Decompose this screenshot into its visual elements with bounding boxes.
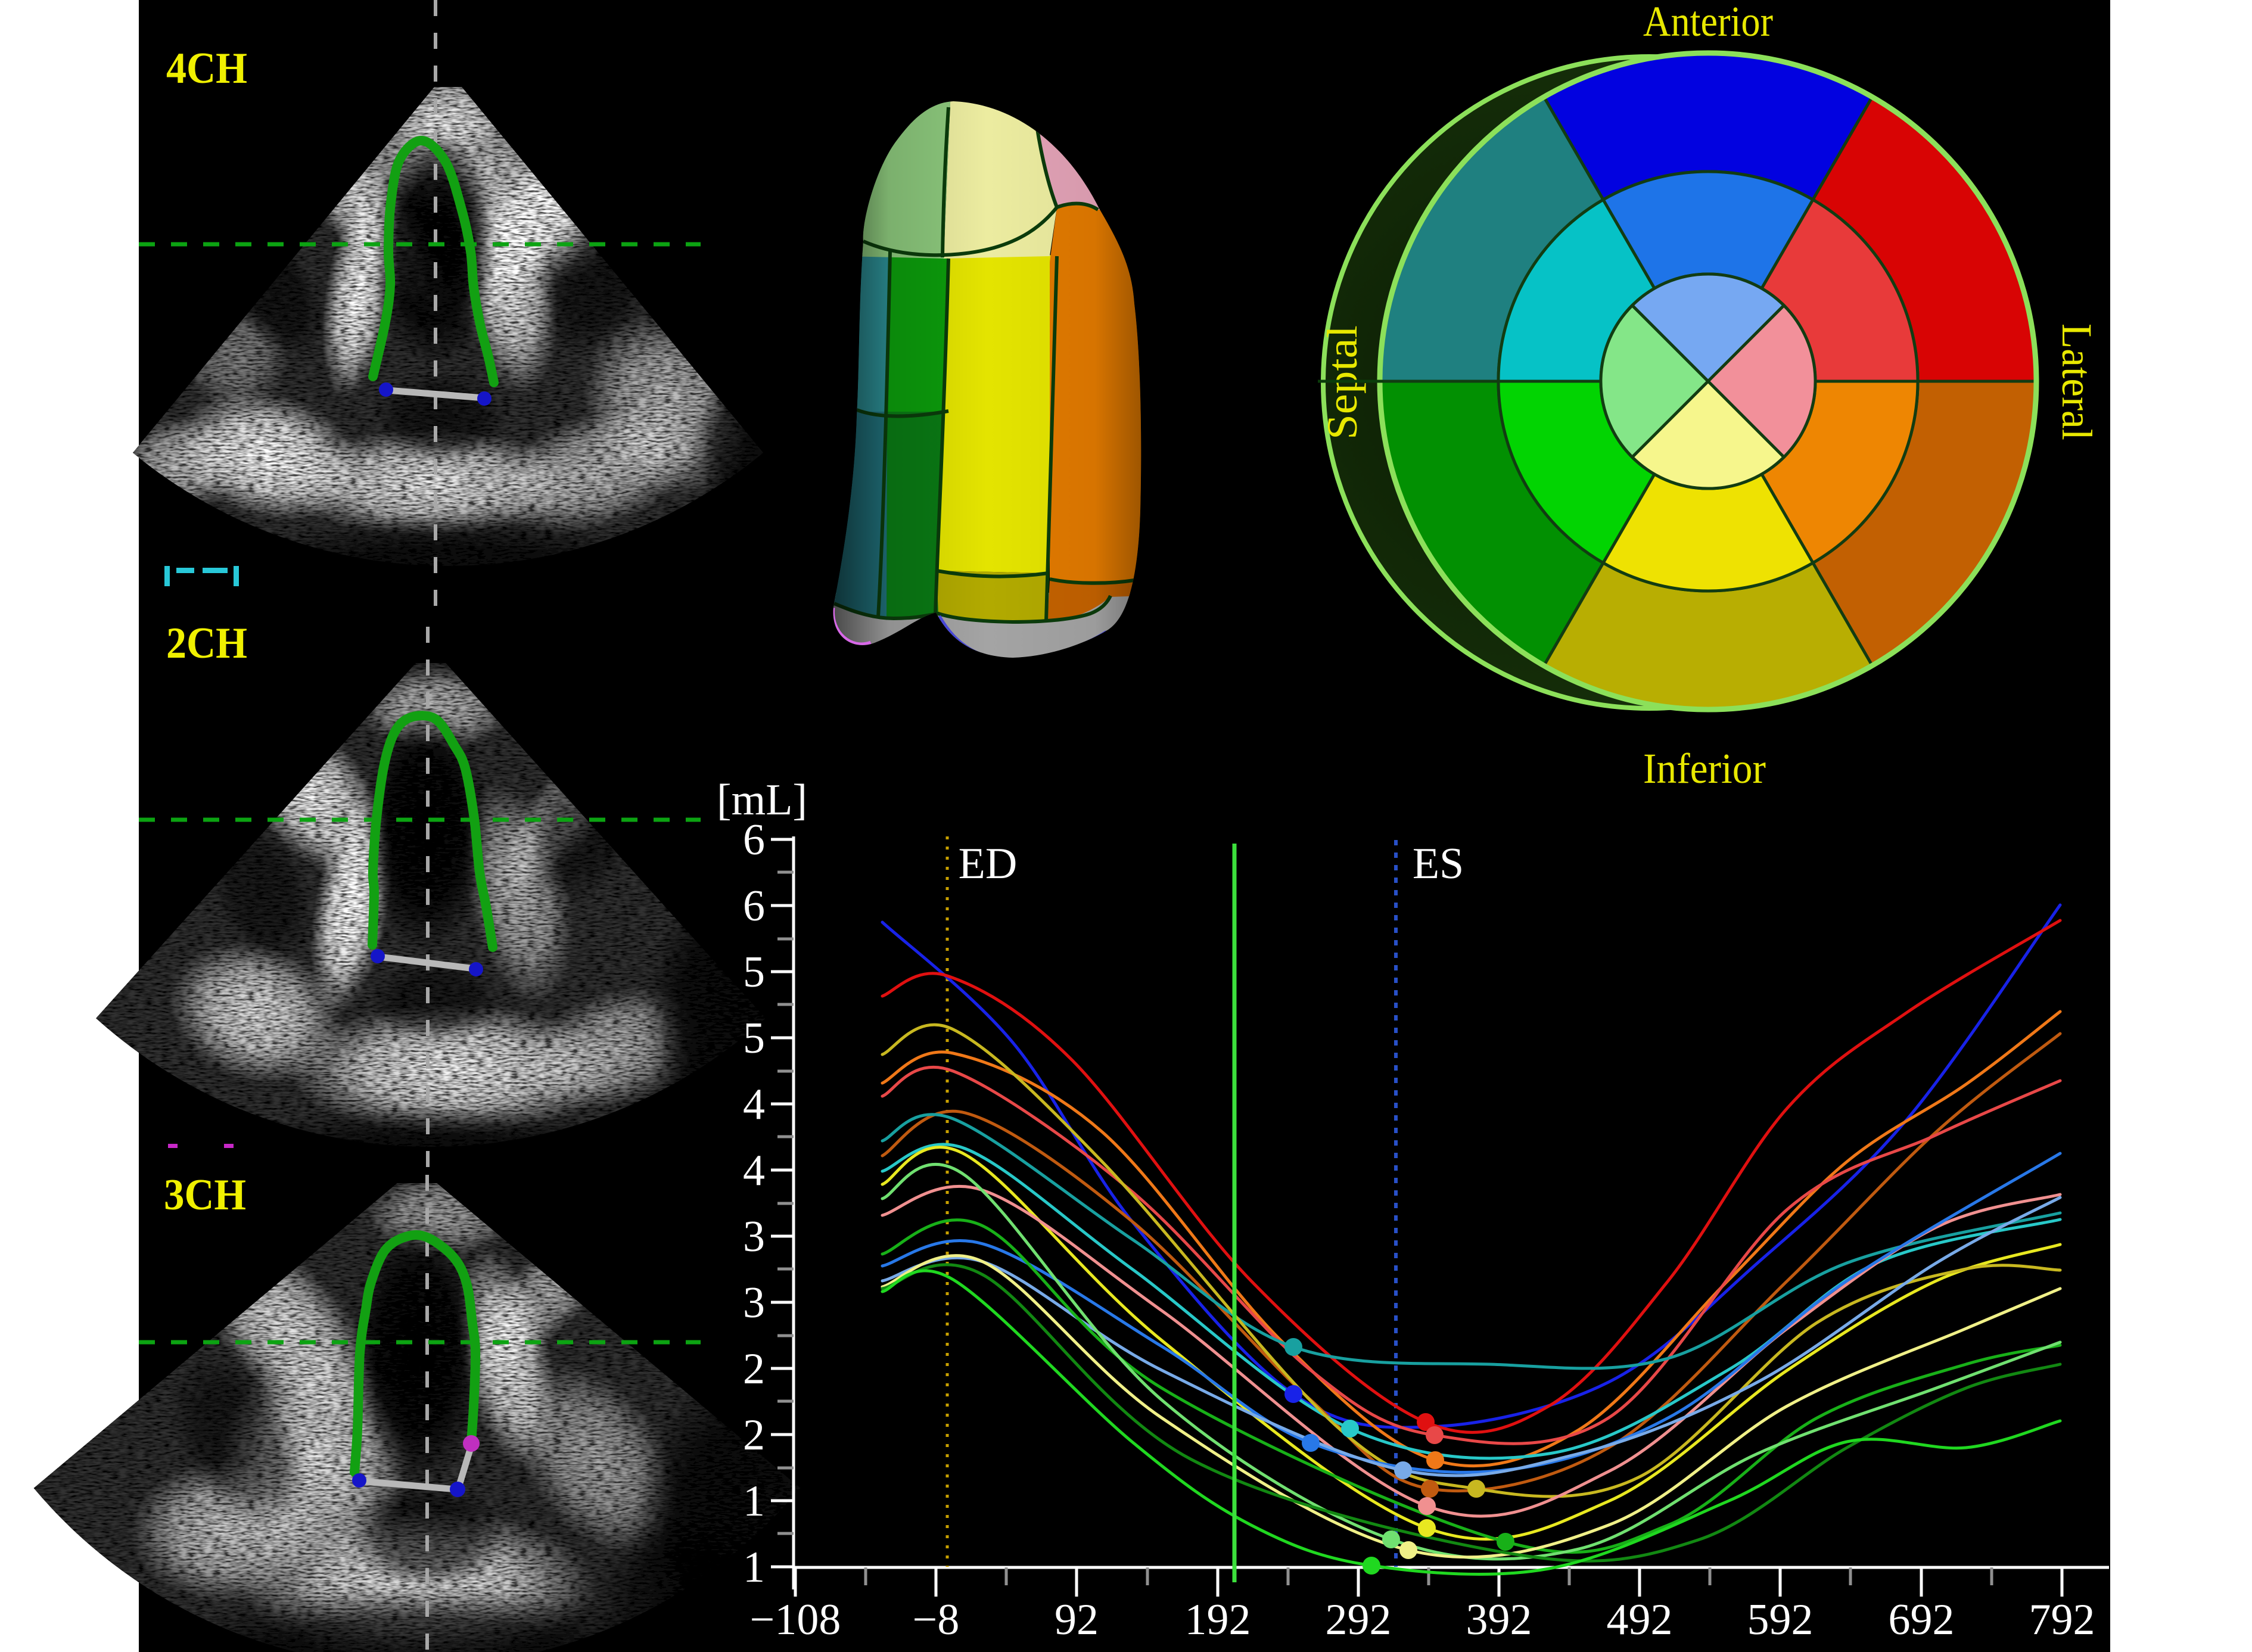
- svg-text:192: 192: [1185, 1595, 1251, 1644]
- svg-text:5: 5: [743, 1014, 765, 1063]
- svg-text:3: 3: [743, 1212, 765, 1261]
- svg-text:4: 4: [743, 1080, 765, 1129]
- svg-text:6: 6: [743, 882, 765, 931]
- svg-text:ES: ES: [1413, 839, 1464, 888]
- svg-text:392: 392: [1466, 1595, 1532, 1644]
- svg-text:792: 792: [2029, 1595, 2095, 1644]
- svg-text:Lateral: Lateral: [2053, 323, 2101, 440]
- svg-text:Inferior: Inferior: [1643, 745, 1766, 792]
- svg-text:4CH: 4CH: [166, 44, 247, 93]
- svg-text:2: 2: [743, 1411, 765, 1460]
- svg-text:ED: ED: [959, 839, 1018, 888]
- svg-text:3CH: 3CH: [164, 1171, 246, 1219]
- svg-text:592: 592: [1747, 1595, 1814, 1644]
- svg-text:5: 5: [743, 948, 765, 997]
- svg-text:4: 4: [743, 1146, 765, 1195]
- svg-text:3: 3: [743, 1278, 765, 1327]
- svg-text:6: 6: [743, 816, 765, 864]
- svg-text:2CH: 2CH: [166, 619, 247, 668]
- svg-text:1: 1: [743, 1543, 765, 1592]
- svg-text:−108: −108: [750, 1595, 841, 1644]
- svg-text:1: 1: [743, 1477, 765, 1526]
- svg-text:[mL]: [mL]: [717, 776, 807, 825]
- svg-text:Anterior: Anterior: [1643, 0, 1773, 45]
- svg-text:2: 2: [743, 1345, 765, 1393]
- svg-text:492: 492: [1607, 1595, 1673, 1644]
- svg-text:92: 92: [1055, 1595, 1099, 1644]
- svg-text:292: 292: [1326, 1595, 1392, 1644]
- svg-text:692: 692: [1889, 1595, 1955, 1644]
- svg-text:−8: −8: [913, 1595, 960, 1644]
